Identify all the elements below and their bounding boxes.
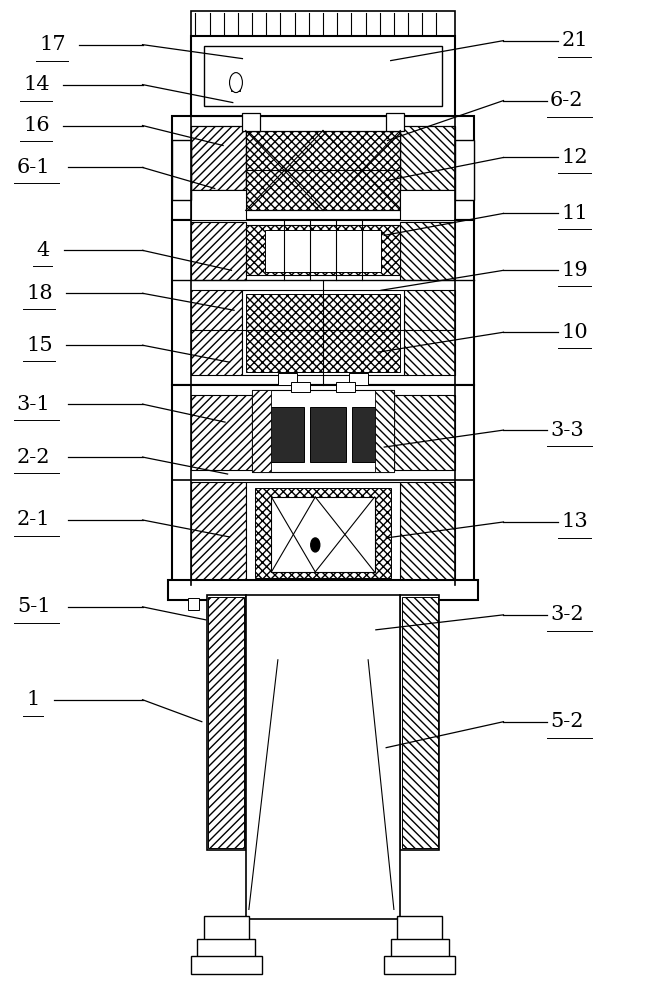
Bar <box>401 222 455 280</box>
Text: 3-1: 3-1 <box>17 395 50 414</box>
Text: 18: 18 <box>26 284 53 303</box>
Text: 2-2: 2-2 <box>17 448 50 467</box>
Bar <box>252 390 271 472</box>
Bar <box>242 290 404 375</box>
Text: 3-3: 3-3 <box>550 421 583 440</box>
Text: 5-1: 5-1 <box>17 597 50 616</box>
Bar <box>391 939 449 959</box>
Bar <box>191 395 252 470</box>
Text: 6-2: 6-2 <box>550 91 583 110</box>
Bar <box>375 390 394 472</box>
Text: 21: 21 <box>561 31 588 50</box>
Bar <box>191 956 262 974</box>
Text: 11: 11 <box>561 204 589 223</box>
Bar <box>394 395 455 470</box>
Bar <box>187 598 199 610</box>
Text: 5-2: 5-2 <box>550 712 583 731</box>
Text: 4: 4 <box>36 241 49 260</box>
Text: 16: 16 <box>23 116 50 135</box>
Bar <box>245 225 401 275</box>
Bar <box>317 598 328 610</box>
Bar <box>397 916 443 941</box>
Bar <box>268 407 304 462</box>
Bar <box>384 956 455 974</box>
Bar <box>394 598 406 610</box>
Bar <box>208 597 244 848</box>
Bar <box>191 222 245 280</box>
Bar <box>402 597 438 848</box>
Bar <box>245 482 401 582</box>
Bar <box>172 385 474 585</box>
Bar <box>191 36 455 116</box>
Bar <box>172 140 191 200</box>
Bar <box>401 482 455 582</box>
Bar <box>401 126 455 190</box>
Circle shape <box>311 538 320 552</box>
Text: 15: 15 <box>26 336 53 355</box>
Bar <box>191 482 245 582</box>
Bar <box>420 598 432 610</box>
Bar <box>172 220 474 385</box>
Bar <box>191 290 242 375</box>
Bar <box>231 75 240 91</box>
Bar <box>172 116 474 220</box>
Circle shape <box>229 73 242 93</box>
Text: 3-2: 3-2 <box>550 605 583 624</box>
Bar <box>352 407 388 462</box>
Bar <box>401 595 439 850</box>
Bar <box>278 373 297 385</box>
Bar <box>401 190 455 220</box>
Bar <box>169 580 477 600</box>
Bar <box>207 595 245 850</box>
Bar <box>245 131 401 210</box>
Bar <box>404 290 455 375</box>
Text: 12: 12 <box>561 148 588 167</box>
Bar <box>197 939 255 959</box>
Text: 1: 1 <box>26 690 40 709</box>
Bar <box>242 113 260 131</box>
Text: 17: 17 <box>39 35 66 54</box>
Text: 10: 10 <box>561 323 589 342</box>
Bar <box>386 113 404 131</box>
Text: 19: 19 <box>561 261 589 280</box>
Bar <box>245 294 401 372</box>
Text: 6-1: 6-1 <box>17 158 50 177</box>
Bar <box>203 46 443 106</box>
Bar <box>245 595 401 919</box>
Text: 13: 13 <box>561 512 589 531</box>
Text: 14: 14 <box>23 75 50 94</box>
Bar <box>252 390 394 472</box>
Bar <box>336 382 355 392</box>
Bar <box>310 407 346 462</box>
Bar <box>265 230 381 272</box>
Bar <box>349 373 368 385</box>
Bar <box>220 598 231 610</box>
Bar <box>255 488 391 578</box>
Text: 2-1: 2-1 <box>17 510 50 529</box>
Bar <box>191 126 245 190</box>
Bar <box>191 11 455 36</box>
Bar <box>203 916 249 941</box>
Bar <box>191 190 245 220</box>
Bar <box>455 140 474 200</box>
Bar <box>271 497 375 572</box>
Bar <box>291 382 310 392</box>
